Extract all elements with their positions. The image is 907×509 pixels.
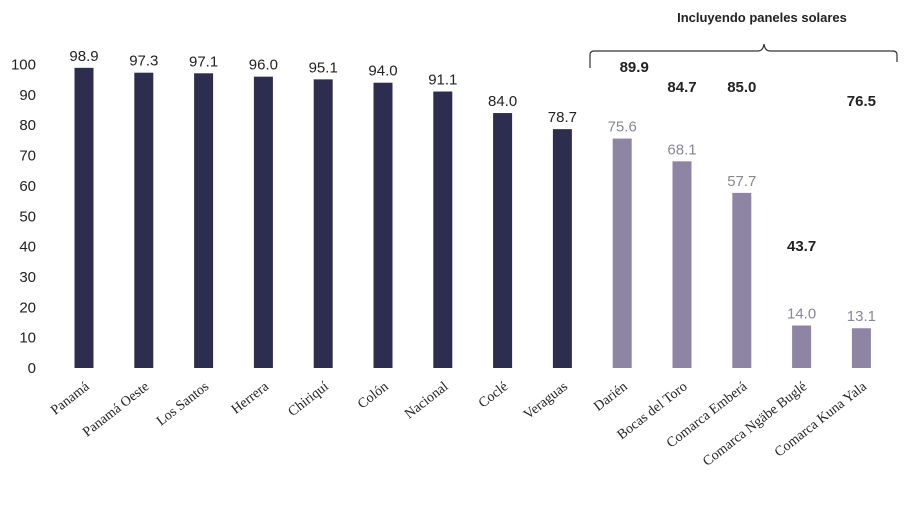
category-label: Panamá Oeste	[80, 379, 152, 440]
bar	[851, 328, 871, 368]
bars	[74, 67, 871, 369]
bar	[672, 161, 692, 368]
y-axis: 0 10 20 30 40 50 60 70 80 90 100	[11, 57, 36, 378]
value-label: 98.9	[69, 48, 98, 65]
solar-value-label: 84.7	[667, 79, 696, 96]
bar	[552, 129, 572, 368]
value-label: 91.1	[428, 72, 457, 89]
value-label: 14.0	[787, 306, 816, 323]
y-tick-label: 50	[19, 208, 36, 225]
solar-value-label: 43.7	[787, 238, 816, 255]
bar	[253, 76, 273, 368]
y-tick-label: 70	[19, 148, 36, 165]
value-labels: 98.9 97.3 97.1 96.0 95.1 94.0 91.1 84.0 78.7 75.6…	[69, 48, 876, 325]
bar	[74, 67, 94, 368]
value-label: 57.7	[727, 173, 756, 190]
bar	[732, 192, 752, 368]
bar	[313, 79, 333, 369]
y-tick-label: 100	[11, 57, 36, 74]
category-label: Veraguas	[521, 379, 571, 422]
category-label: Panamá	[48, 379, 93, 419]
bar	[194, 73, 214, 368]
solar-bracket-label: Incluyendo paneles solares	[677, 10, 847, 25]
y-tick-label: 20	[19, 299, 36, 316]
y-tick-label: 60	[19, 178, 36, 195]
solar-value-label: 85.0	[727, 79, 756, 96]
y-tick-label: 30	[19, 269, 36, 286]
category-label: Herrera	[229, 379, 273, 418]
category-label: Coclé	[476, 379, 511, 411]
value-label: 97.1	[189, 53, 218, 70]
bar	[612, 138, 632, 368]
y-tick-label: 90	[19, 87, 36, 104]
y-tick-label: 10	[19, 330, 36, 347]
bar	[792, 325, 812, 368]
value-label: 95.1	[309, 59, 338, 76]
value-label: 75.6	[608, 119, 637, 136]
value-label: 13.1	[847, 308, 876, 325]
category-label: Chiriquí	[286, 379, 332, 420]
value-label: 94.0	[368, 63, 397, 80]
bar	[134, 72, 154, 368]
bar	[373, 82, 393, 369]
solar-value-labels: 89.9 84.7 85.0 43.7 76.5	[620, 59, 876, 255]
bar	[493, 113, 513, 368]
bracket-line	[589, 43, 898, 68]
category-label: Comarca Ngäbe Buglé	[700, 379, 810, 469]
category-label: Nacional	[402, 379, 451, 422]
solar-value-label: 76.5	[847, 93, 876, 110]
y-tick-label: 80	[19, 117, 36, 134]
y-tick-label: 0	[28, 360, 36, 377]
solar-value-label: 89.9	[620, 59, 649, 76]
value-label: 78.7	[548, 109, 577, 126]
solar-bracket: Incluyendo paneles solares	[589, 10, 898, 68]
y-tick-label: 40	[19, 239, 36, 256]
category-label: Colón	[355, 379, 391, 412]
category-label: Darién	[591, 379, 630, 414]
bar	[433, 91, 453, 368]
value-label: 84.0	[488, 93, 517, 110]
value-label: 68.1	[667, 141, 696, 158]
value-label: 97.3	[129, 53, 158, 70]
value-label: 96.0	[249, 57, 278, 74]
category-label: Los Santos	[154, 379, 212, 429]
